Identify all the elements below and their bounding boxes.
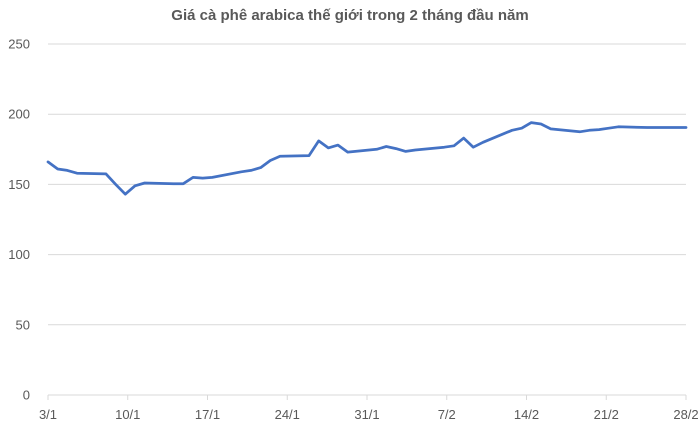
y-tick-label: 150 [8,177,30,192]
y-tick-label: 0 [23,388,30,403]
x-tick-label: 7/2 [438,407,456,422]
x-axis-ticks: 3/1 10/1 17/1 24/1 31/1 7/2 14/2 21/2 28/2 [39,395,699,422]
x-tick-label: 3/1 [39,407,57,422]
y-tick-label: 250 [8,37,30,52]
x-tick-label: 10/1 [115,407,140,422]
y-axis-ticks: 0 50 100 150 200 250 [8,37,30,403]
x-tick-label: 14/2 [514,407,539,422]
x-tick-label: 31/1 [354,407,379,422]
y-tick-label: 50 [16,317,30,332]
gridlines [48,43,686,326]
series-layer [46,121,688,196]
x-tick-label: 17/1 [195,407,220,422]
x-tick-label: 24/1 [275,407,300,422]
series-line [46,121,688,196]
y-tick-label: 100 [8,247,30,262]
x-tick-label: 28/2 [673,407,698,422]
y-tick-label: 200 [8,107,30,122]
chart-title: Giá cà phê arabica thế giới trong 2 thán… [171,7,529,24]
x-tick-label: 21/2 [594,407,619,422]
